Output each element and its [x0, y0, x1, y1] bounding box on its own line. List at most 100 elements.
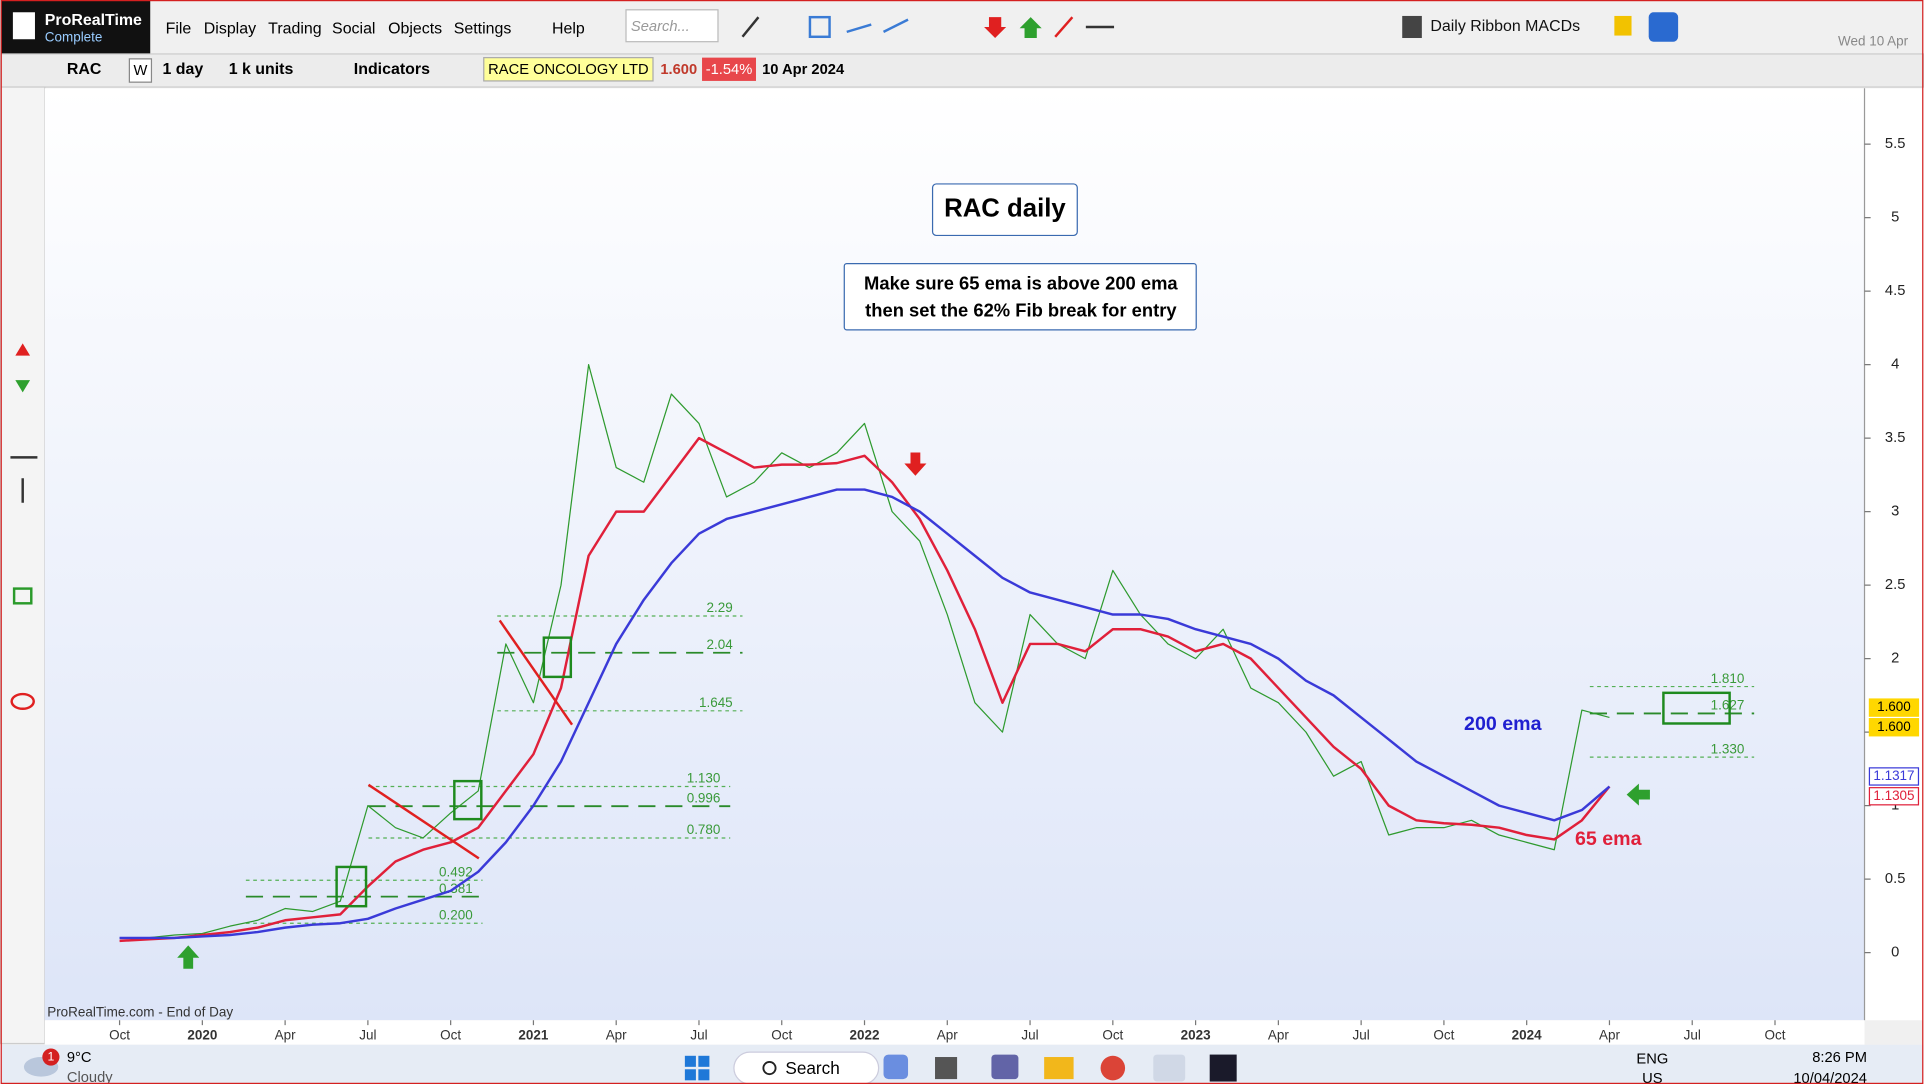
x-tick-label: Apr [1599, 1028, 1620, 1043]
week: W [133, 63, 147, 79]
logo-icon [12, 12, 35, 40]
entry-box [453, 779, 483, 821]
units[interactable]: 1 k units [229, 61, 294, 78]
logo-tile [698, 1069, 710, 1081]
sell-arrow [904, 452, 927, 476]
entry-box [542, 636, 573, 679]
x-tick-label: Oct [1102, 1028, 1123, 1043]
tool-pencil[interactable] [741, 16, 760, 38]
app-icon[interactable] [991, 1054, 1019, 1080]
price-tag-label: 1.600 [1877, 699, 1911, 714]
x-tick-label: 2024 [1512, 1028, 1542, 1043]
tool-ellipse[interactable] [10, 692, 35, 710]
fib-label: 2.29 [706, 600, 732, 615]
x-tick-label: Oct [109, 1028, 130, 1043]
note-box [843, 263, 1197, 331]
app-icon[interactable] [1044, 1057, 1074, 1080]
x-tick-label: Jul [690, 1028, 707, 1043]
price: 1.600 [660, 62, 697, 78]
tool-rect[interactable] [12, 587, 33, 605]
entry-box [1662, 691, 1731, 725]
menu-item[interactable]: Display [204, 21, 256, 38]
signal-arrow [1626, 783, 1650, 806]
price-tag [1868, 787, 1920, 806]
flag[interactable] [1614, 15, 1632, 36]
tool-fan[interactable] [882, 18, 909, 33]
ema-line [119, 488, 1611, 940]
left-toolbar [0, 86, 46, 1045]
price-tag-label: 1.1317 [1873, 768, 1914, 783]
app-name: ProRealTime [45, 12, 142, 29]
taskbar-search-text: Search [785, 1058, 839, 1078]
price-tag [1868, 698, 1920, 717]
menu-item[interactable]: Objects [388, 21, 442, 38]
price-tag-label: 1.600 [1877, 719, 1911, 734]
sound[interactable] [1648, 12, 1679, 42]
x-tick-label: Jul [1021, 1028, 1038, 1043]
period[interactable]: 1 day [162, 61, 203, 78]
tool-down-arrow[interactable] [984, 17, 1007, 39]
x-tick-label: 2021 [518, 1028, 548, 1043]
menu-item[interactable]: Help [552, 21, 585, 38]
note-line: Make sure 65 ema is above 200 ema [864, 272, 1178, 293]
tool-fib[interactable] [846, 23, 872, 34]
app-icon[interactable] [935, 1057, 958, 1080]
x-tick-label: Apr [606, 1028, 627, 1043]
buy-arrow [177, 945, 200, 969]
week-box[interactable] [128, 58, 153, 83]
search-box[interactable] [625, 9, 719, 43]
x-tick-label: Oct [1765, 1028, 1786, 1043]
logo-tile [698, 1055, 710, 1067]
change-box [702, 57, 756, 81]
app-edition: Complete [45, 30, 103, 45]
menu-item[interactable]: Social [332, 21, 375, 38]
tool-down[interactable] [15, 343, 31, 356]
menu-item[interactable]: File [166, 21, 192, 38]
tool-save[interactable] [1402, 15, 1422, 39]
fib-label: 0.780 [687, 822, 721, 837]
x-tick-label: Apr [937, 1028, 958, 1043]
app-icon[interactable] [1153, 1054, 1186, 1082]
menu-item[interactable]: Settings [454, 21, 512, 38]
y-tick-label: 5 [1891, 210, 1899, 226]
header-date: Wed 10 Apr [1838, 33, 1909, 48]
app-icon[interactable] [883, 1054, 909, 1080]
tool-text[interactable] [808, 15, 831, 39]
indicators[interactable]: Indicators [354, 61, 430, 78]
x-tick-label: Apr [275, 1028, 296, 1043]
trend-line [367, 783, 480, 860]
temperature: 9°C [67, 1050, 92, 1066]
x-tick-label: Jul [1684, 1028, 1701, 1043]
x-tick-label: 2022 [850, 1028, 880, 1043]
tool-line[interactable] [1054, 16, 1074, 38]
ema-label: 65 ema [1575, 828, 1643, 850]
chart-area [44, 88, 1865, 1021]
app-icon[interactable] [1209, 1054, 1237, 1082]
language: ENG [1636, 1051, 1668, 1067]
fib-label: 1.130 [687, 771, 721, 786]
instrument: RACE ONCOLOGY LTD [488, 62, 648, 78]
price-line [119, 364, 1610, 939]
left-tools [10, 343, 38, 710]
layout-name[interactable]: Daily Ribbon MACDs [1430, 18, 1580, 35]
tool-up[interactable] [15, 380, 31, 393]
app-icon[interactable] [1100, 1055, 1126, 1081]
x-tick-label: Jul [359, 1028, 376, 1043]
x-tick-label: Apr [1268, 1028, 1289, 1043]
tool-up-arrow[interactable] [1019, 17, 1042, 39]
ticker[interactable]: RAC [67, 61, 102, 78]
taskbar-search[interactable] [733, 1051, 880, 1084]
chart-title: RAC daily [944, 194, 1066, 222]
trend-line [498, 619, 574, 726]
price-tag [1868, 718, 1920, 737]
y-tick-label: 3.5 [1885, 430, 1905, 446]
start-button[interactable] [684, 1055, 710, 1081]
region: US [1642, 1071, 1663, 1084]
weather: Cloudy [67, 1070, 113, 1084]
fib-label: 2.04 [706, 637, 733, 652]
menu-item[interactable]: Trading [268, 21, 321, 38]
search-icon [762, 1061, 777, 1076]
fib-label: 0.996 [687, 790, 721, 805]
